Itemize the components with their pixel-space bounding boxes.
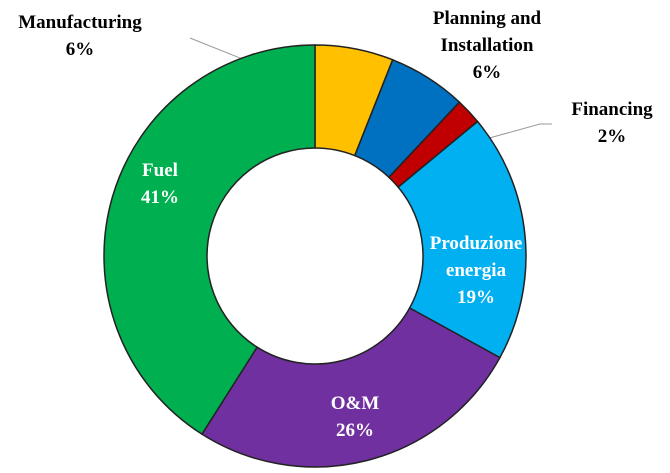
slice-label: Produzione energia 19% [430, 233, 523, 308]
slice-name: Installation [441, 35, 534, 56]
slice-name: Planning and [433, 8, 542, 29]
donut-slice [200, 307, 501, 468]
slice-label: Manufacturing 6% [18, 12, 142, 60]
donut-slice [103, 44, 316, 436]
slice-name: O&M [331, 393, 380, 414]
slice-label: Planning and Installation 6% [433, 8, 542, 83]
slice-label: O&M 26% [331, 393, 380, 441]
slice-name: Produzione [430, 233, 523, 254]
slice-value: 6% [473, 62, 502, 83]
slice-value: 6% [66, 39, 95, 60]
slice-value: 2% [598, 126, 627, 147]
slice-name: Financing [571, 99, 653, 120]
slice-name: Fuel [142, 160, 178, 181]
slice-name: energia [446, 260, 507, 281]
slice-value: 19% [457, 287, 495, 308]
slice-value: 26% [336, 420, 374, 441]
slice-label: Financing 2% [571, 99, 653, 147]
slice-value: 41% [141, 187, 179, 208]
slice-label: Fuel 41% [141, 160, 179, 208]
slice-name: Manufacturing [18, 12, 142, 33]
donut-slice [397, 120, 527, 359]
